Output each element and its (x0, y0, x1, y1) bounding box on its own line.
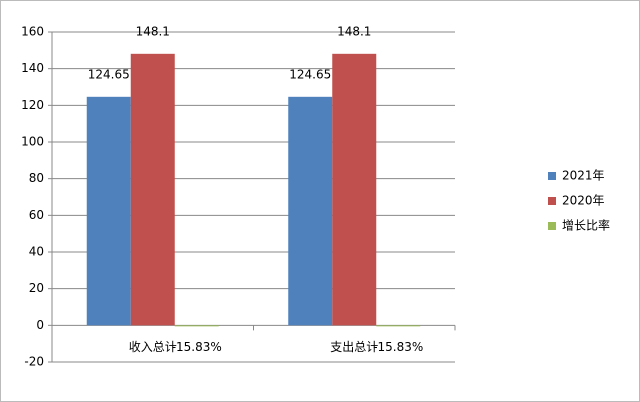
x-tick-label: 支出总计 (330, 340, 378, 354)
data-label: 148.1 (136, 24, 170, 38)
y-tick-label: 140 (21, 61, 44, 75)
y-tick-label: 100 (21, 135, 44, 149)
legend-swatch (548, 222, 556, 230)
bar (174, 325, 219, 327)
y-tick-label: 120 (21, 98, 44, 112)
x-tick-label: 收入总计 (129, 340, 177, 354)
legend-swatch (548, 197, 556, 205)
bar (332, 53, 377, 326)
bar (130, 53, 175, 326)
y-tick-label: 80 (29, 171, 44, 185)
y-tick-label: 60 (29, 208, 44, 222)
y-tick-label: -20 (24, 355, 44, 369)
data-label: 124.65 (88, 67, 130, 81)
y-tick-label: 0 (36, 318, 44, 332)
bar (288, 96, 333, 326)
bar (86, 96, 131, 326)
data-label: 148.1 (337, 24, 371, 38)
data-label: -15.83% (172, 340, 222, 354)
legend-label: 2020年 (562, 194, 605, 208)
bar (376, 325, 421, 327)
legend-swatch (548, 172, 556, 180)
data-label: -15.83% (373, 340, 423, 354)
legend-label: 2021年 (562, 169, 605, 183)
data-label: 124.65 (289, 67, 331, 81)
y-tick-label: 160 (21, 25, 44, 39)
y-tick-label: 40 (29, 245, 44, 259)
y-tick-label: 20 (29, 281, 44, 295)
legend-label: 增长比率 (562, 218, 610, 233)
